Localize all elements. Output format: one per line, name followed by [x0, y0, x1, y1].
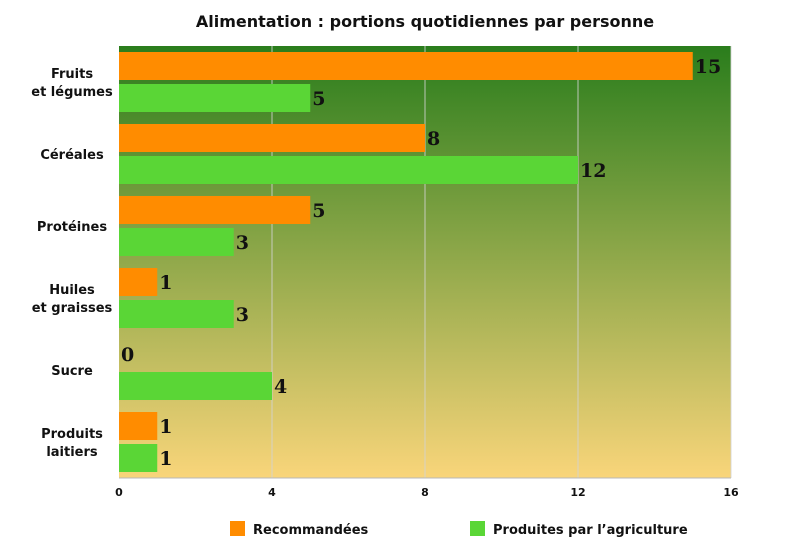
- category-label-3: Huiles et graisses: [32, 283, 113, 316]
- data-label-1-0: 8: [427, 128, 440, 150]
- bar-2-0: [119, 196, 311, 224]
- legend-swatch-1: [470, 521, 485, 536]
- bars: [119, 52, 693, 472]
- category-label-1: Céréales: [40, 148, 104, 163]
- data-label-4-1: 4: [274, 376, 287, 398]
- gridlines: [271, 46, 732, 478]
- data-label-1-1: 12: [580, 160, 606, 182]
- data-label-2-0: 5: [312, 200, 325, 222]
- data-label-2-1: 3: [236, 232, 249, 254]
- x-axis: 0 4 8 12 16: [115, 477, 739, 499]
- bar-5-0: [119, 412, 158, 440]
- bar-0-1: [119, 84, 311, 112]
- category-label-4: Sucre: [51, 364, 93, 379]
- bar-3-0: [119, 268, 158, 296]
- data-label-5-0: 1: [159, 416, 172, 438]
- x-tick-label-3: 12: [570, 486, 585, 499]
- bar-5-1: [119, 444, 158, 472]
- legend-swatch-0: [230, 521, 245, 536]
- legend-label-1: Produites par l’agriculture: [493, 523, 688, 538]
- data-label-4-0: 0: [121, 344, 134, 366]
- x-tick-label-0: 0: [115, 486, 123, 499]
- data-label-5-1: 1: [159, 448, 172, 470]
- category-label-5: Produits laitiers: [41, 427, 103, 460]
- data-label-0-1: 5: [312, 88, 325, 110]
- bar-2-1: [119, 228, 234, 256]
- category-label-2: Protéines: [37, 220, 107, 235]
- category-labels: Fruits et légumes Céréales Protéines Huiles e…: [31, 67, 113, 460]
- bar-0-0: [119, 52, 693, 80]
- category-label-0: Fruits et légumes: [31, 67, 113, 100]
- data-label-3-1: 3: [236, 304, 249, 326]
- bar-3-1: [119, 300, 234, 328]
- bar-4-1: [119, 372, 272, 400]
- bar-1-1: [119, 156, 578, 184]
- data-label-0-0: 15: [695, 56, 721, 78]
- data-label-3-0: 1: [159, 272, 172, 294]
- legend: Recommandées Produites par l’agriculture: [230, 521, 688, 538]
- bar-1-0: [119, 124, 425, 152]
- x-tick-label-2: 8: [421, 486, 429, 499]
- legend-label-0: Recommandées: [253, 523, 369, 538]
- x-tick-label-4: 16: [723, 486, 739, 499]
- chart-title: Alimentation : portions quotidiennes par…: [196, 12, 654, 31]
- x-tick-label-1: 4: [268, 486, 276, 499]
- data-labels: 15 5 8 12 5 3 1 3 0 4 1 1: [121, 56, 721, 470]
